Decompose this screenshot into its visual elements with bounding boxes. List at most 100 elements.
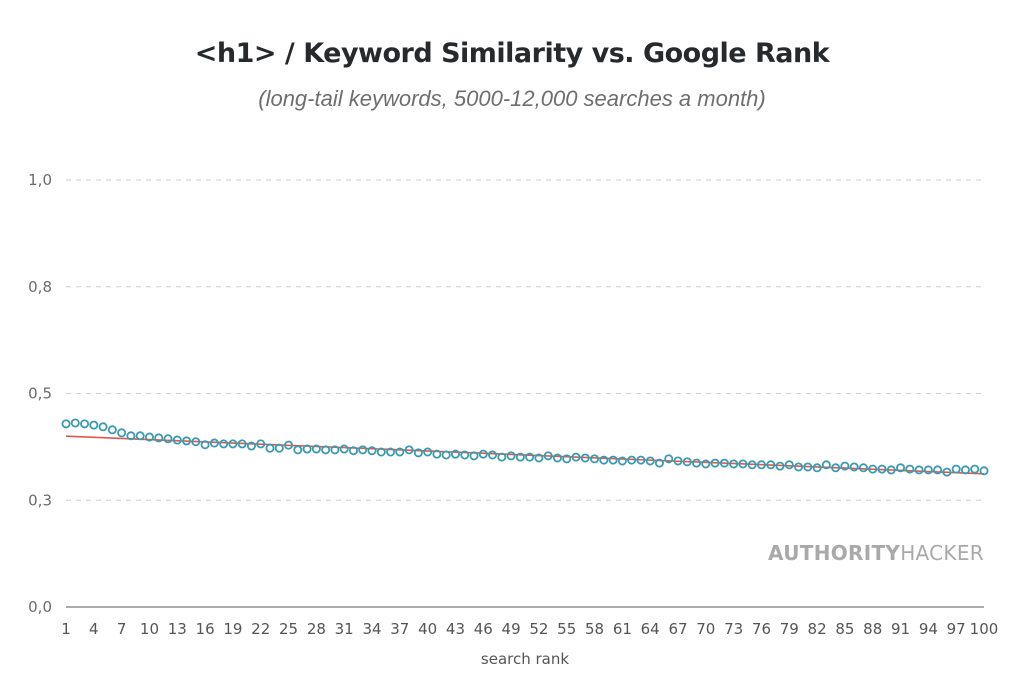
data-point [525, 452, 535, 462]
data-point [534, 453, 544, 463]
data-point [868, 464, 878, 474]
data-point [970, 464, 980, 474]
x-tick-label: 49 [502, 620, 521, 638]
data-point [293, 445, 303, 455]
x-axis-label: search rank [481, 650, 569, 668]
data-point [488, 450, 498, 460]
data-point [896, 463, 906, 473]
data-point [877, 464, 887, 474]
chart-subtitle: (long-tail keywords, 5000-12,000 searche… [258, 86, 766, 111]
data-point [117, 428, 127, 438]
data-point [200, 440, 210, 450]
data-point [710, 458, 720, 468]
data-point [70, 418, 80, 428]
y-axis-ticks: 1,0 0,8 0,5 0,3 0,0 [28, 171, 52, 616]
data-point [302, 444, 312, 454]
data-point [506, 451, 516, 461]
data-point [339, 444, 349, 454]
data-point [515, 452, 525, 462]
data-point [682, 457, 692, 467]
data-point [858, 463, 868, 473]
data-point [590, 454, 600, 464]
data-point [144, 432, 154, 442]
trend-line [65, 435, 985, 475]
data-point [89, 420, 99, 430]
data-point [562, 454, 572, 464]
data-point [599, 455, 609, 465]
x-tick-label: 34 [362, 620, 381, 638]
data-point [775, 461, 785, 471]
data-point [228, 439, 238, 449]
x-tick-label: 82 [808, 620, 827, 638]
data-point [738, 459, 748, 469]
data-point [645, 456, 655, 466]
data-point [729, 459, 739, 469]
y-tick-label: 0,0 [28, 598, 52, 616]
data-point [747, 460, 757, 470]
x-tick-label: 52 [529, 620, 548, 638]
data-point [98, 422, 108, 432]
data-point [719, 458, 729, 468]
data-point [330, 445, 340, 455]
x-tick-label: 94 [919, 620, 938, 638]
x-tick-label: 13 [168, 620, 187, 638]
x-tick-label: 46 [474, 620, 493, 638]
x-tick-label: 16 [196, 620, 215, 638]
data-point [209, 438, 219, 448]
data-point [237, 439, 247, 449]
data-point [423, 447, 433, 457]
x-tick-label: 25 [279, 620, 298, 638]
x-tick-label: 76 [752, 620, 771, 638]
authorityhacker-watermark: AUTHORITYHACKER [768, 541, 984, 565]
data-point [191, 437, 201, 447]
grid-lines [66, 179, 984, 501]
data-point [794, 462, 804, 472]
x-tick-label: 85 [835, 620, 854, 638]
y-tick-label: 0,3 [28, 491, 52, 509]
x-tick-label: 64 [641, 620, 660, 638]
data-point [432, 449, 442, 459]
data-point [886, 465, 896, 475]
data-point [172, 435, 182, 445]
data-point [942, 467, 952, 477]
data-point [395, 447, 405, 457]
data-point [386, 447, 396, 457]
data-point [552, 453, 562, 463]
data-point [219, 439, 229, 449]
x-tick-label: 91 [891, 620, 910, 638]
data-point [608, 455, 618, 465]
data-point [821, 460, 831, 470]
data-point [441, 450, 451, 460]
x-tick-label: 88 [863, 620, 882, 638]
data-point [979, 466, 989, 476]
data-point [478, 449, 488, 459]
x-tick-label: 73 [724, 620, 743, 638]
x-tick-label: 1 [61, 620, 71, 638]
y-tick-label: 0,5 [28, 385, 52, 403]
data-point [636, 455, 646, 465]
data-point [274, 443, 284, 453]
data-point [348, 446, 358, 456]
data-point [404, 445, 414, 455]
data-point [692, 458, 702, 468]
data-point [126, 431, 136, 441]
data-point [664, 454, 674, 464]
x-tick-label: 7 [117, 620, 127, 638]
data-point [367, 446, 377, 456]
watermark-light: HACKER [900, 541, 984, 565]
data-point [154, 433, 164, 443]
x-tick-label: 67 [668, 620, 687, 638]
data-point [80, 419, 90, 429]
data-point [358, 445, 368, 455]
x-tick-label: 100 [970, 620, 999, 638]
data-point [756, 460, 766, 470]
data-point [923, 465, 933, 475]
x-tick-label: 55 [557, 620, 576, 638]
data-point [933, 465, 943, 475]
chart-title: <h1> / Keyword Similarity vs. Google Ran… [194, 38, 830, 69]
data-point [617, 456, 627, 466]
x-tick-label: 19 [223, 620, 242, 638]
data-point [450, 449, 460, 459]
data-point [469, 451, 479, 461]
data-point [766, 460, 776, 470]
